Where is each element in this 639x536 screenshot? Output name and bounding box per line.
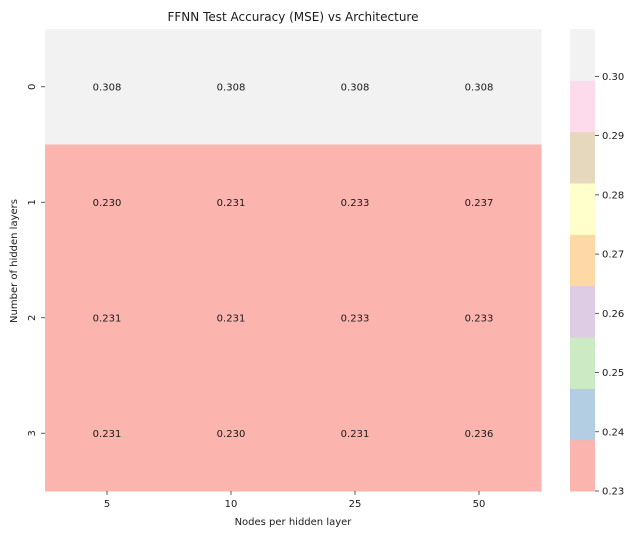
heatmap-cell: [293, 260, 418, 376]
colorbar-tick-label: 0.29: [602, 131, 624, 142]
heatmap-cell: [417, 144, 542, 261]
heatmap-cell: [293, 144, 418, 261]
colorbar-tick-label: 0.23: [602, 487, 624, 498]
heatmap-cell: [293, 29, 418, 145]
heatmap-cells: [45, 29, 542, 492]
colorbar-segment: [570, 80, 595, 133]
y-axis: 0 1 2 3: [27, 84, 45, 436]
heatmap-cell: [45, 29, 170, 145]
colorbar-segment: [570, 337, 595, 389]
heatmap-cell: [169, 144, 294, 261]
heatmap-cell: [169, 260, 294, 376]
x-tick-label: 5: [104, 499, 110, 510]
cell-value-label: 0.308: [341, 82, 370, 93]
colorbar-tick-label: 0.25: [602, 368, 624, 379]
y-tick-label: 0: [27, 84, 38, 90]
heatmap-cell: [169, 375, 294, 492]
colorbar-tick-label: 0.28: [602, 190, 624, 201]
heatmap-cell: [417, 260, 542, 376]
cell-value-label: 0.233: [341, 198, 370, 209]
cell-value-label: 0.230: [217, 429, 246, 440]
cell-value-label: 0.231: [93, 313, 122, 324]
heatmap-cell: [45, 144, 170, 261]
colorbar-segment: [570, 131, 595, 184]
y-tick-label: 2: [27, 315, 38, 321]
cell-value-label: 0.231: [341, 429, 370, 440]
colorbar-segment: [570, 183, 595, 235]
y-tick-label: 3: [27, 430, 38, 436]
colorbar-tick-label: 0.24: [602, 427, 624, 438]
heatmap-cell: [45, 260, 170, 376]
heatmap-cell: [417, 375, 542, 492]
colorbar-segment: [570, 388, 595, 441]
colorbar-segment: [570, 439, 595, 492]
x-axis: 5 10 25 50: [104, 491, 486, 510]
heatmap-cell: [45, 375, 170, 492]
x-tick-label: 10: [225, 499, 238, 510]
cell-value-label: 0.237: [465, 198, 494, 209]
cell-value-label: 0.308: [465, 82, 494, 93]
x-tick-label: 25: [349, 499, 362, 510]
cell-value-label: 0.308: [217, 82, 246, 93]
cell-value-label: 0.233: [465, 313, 494, 324]
heatmap-cell: [417, 29, 542, 145]
y-axis-label: Number of hidden layers: [9, 199, 20, 323]
y-tick-label: 1: [27, 199, 38, 205]
cell-value-label: 0.230: [93, 198, 122, 209]
heatmap-cell: [293, 375, 418, 492]
colorbar-tick-label: 0.30: [602, 72, 624, 83]
cell-value-label: 0.231: [217, 313, 246, 324]
cell-value-label: 0.231: [93, 429, 122, 440]
heatmap-cell: [169, 29, 294, 145]
cell-value-label: 0.233: [341, 313, 370, 324]
cell-value-label: 0.236: [465, 429, 494, 440]
cell-value-label: 0.308: [93, 82, 122, 93]
x-axis-label: Nodes per hidden layer: [235, 517, 353, 528]
cell-annotations: 0.308 0.308 0.308 0.308 0.230 0.231 0.233 0.237…: [93, 82, 494, 440]
colorbar-segment: [570, 29, 595, 81]
colorbar-tick-label: 0.27: [602, 250, 624, 261]
chart-title: FFNN Test Accuracy (MSE) vs Architecture: [168, 10, 419, 24]
x-tick-label: 50: [473, 499, 486, 510]
colorbar-tick-label: 0.26: [602, 309, 624, 320]
cell-value-label: 0.231: [217, 198, 246, 209]
colorbar-segment: [570, 285, 595, 338]
colorbar: 0.23 0.24 0.25 0.26 0.27 0.28 0.29 0.30: [570, 29, 624, 498]
colorbar-segment: [570, 234, 595, 287]
